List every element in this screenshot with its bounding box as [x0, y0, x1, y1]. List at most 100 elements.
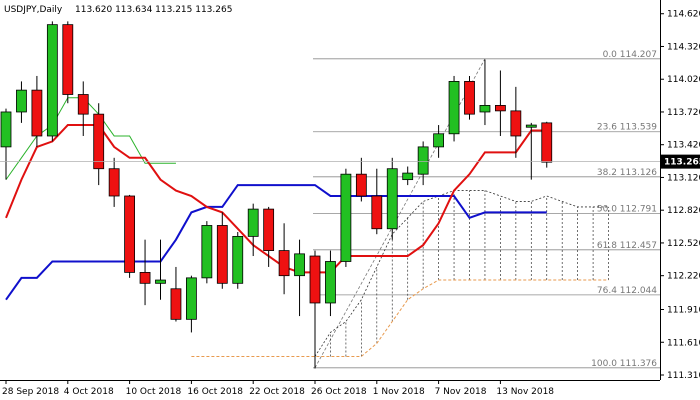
cloud-span-b [314, 190, 609, 357]
candle [325, 250, 336, 317]
candle-body-down [62, 24, 74, 95]
x-tick-label: 4 Oct 2018 [64, 387, 114, 397]
fib-level-label: 23.6 113.539 [597, 123, 657, 133]
candle [108, 157, 120, 207]
axes [0, 0, 661, 381]
candle-body-up [417, 146, 429, 175]
x-tick-label: 22 Oct 2018 [249, 387, 305, 397]
ohlc-label: 113.620 113.634 113.215 113.265 [75, 5, 232, 15]
candle [201, 221, 213, 284]
candle [340, 168, 352, 267]
fib-level-label: 100.0 111.376 [591, 359, 657, 369]
y-tick-label: 112.820 [667, 206, 700, 216]
x-tick-label: 7 Nov 2018 [435, 387, 487, 397]
x-tick-label: 13 Nov 2018 [496, 387, 554, 397]
candle-body-up [479, 105, 491, 113]
fib-level-label: 76.4 112.044 [597, 286, 657, 296]
candle-body-up [247, 208, 259, 237]
candle-body-down [278, 250, 290, 277]
candle-body-up [448, 81, 460, 135]
candle-body-down [93, 113, 105, 170]
candle [31, 75, 43, 147]
candle-body-up [402, 172, 414, 181]
candle-body-down [77, 94, 89, 115]
candle [77, 81, 89, 136]
candle-body-down [124, 195, 135, 273]
candle [494, 70, 506, 136]
blue-indicator-line [5, 184, 547, 301]
cloud-span-a [191, 279, 609, 357]
candle-body-up [232, 235, 244, 284]
current-price-label: 113.265 [664, 158, 700, 168]
candle [93, 103, 105, 186]
y-tick-label: 111.310 [667, 371, 700, 381]
y-tick-label: 111.610 [667, 338, 700, 348]
candle-body-up [325, 261, 336, 304]
fib-level-label: 50.0 112.791 [597, 204, 657, 214]
y-tick-label: 113.720 [667, 108, 700, 118]
candle-body-up [185, 277, 197, 320]
candle [185, 275, 197, 333]
fib-level-label: 61.8 112.457 [597, 241, 657, 251]
x-tick-label: 26 Oct 2018 [311, 387, 367, 397]
candle [247, 203, 259, 257]
current-price-badge [661, 154, 700, 169]
candle [46, 21, 58, 142]
candle [170, 266, 182, 322]
candle-body-down [139, 272, 151, 284]
ichimoku-cloud [191, 190, 609, 357]
candle-body-up [155, 279, 166, 284]
candle-body-down [216, 225, 228, 284]
candle-body-down [170, 288, 182, 320]
fib-level-label: 38.2 113.126 [597, 168, 657, 178]
candle-body-down [355, 173, 367, 197]
plot-area [0, 0, 660, 380]
candle-body-down [108, 168, 120, 197]
candle-body-up [0, 111, 12, 148]
candle-body-up [46, 24, 58, 137]
y-tick-label: 113.420 [667, 141, 700, 151]
y-tick-label: 114.320 [667, 42, 700, 52]
candle-body-down [541, 122, 553, 163]
fib-level-label: 0.0 114.207 [603, 50, 657, 60]
x-axis-ticks: 28 Sep 2018 4 Oct 2018 10 Oct 2018 16 Oct 2… [2, 380, 554, 397]
candle [510, 86, 522, 158]
y-tick-label: 113.120 [667, 173, 700, 183]
candle [16, 81, 27, 123]
y-tick-label: 112.220 [667, 272, 700, 282]
y-tick-label: 114.620 [667, 10, 700, 20]
fib-anchor-line [314, 58, 486, 368]
y-tick-label: 114.020 [667, 75, 700, 85]
candle [402, 166, 414, 186]
x-tick-label: 28 Sep 2018 [2, 387, 59, 397]
candle-body-up [340, 173, 352, 262]
candle [448, 75, 460, 142]
candle-body-up [16, 89, 27, 113]
candle-body-down [309, 255, 321, 304]
candle-body-down [464, 81, 475, 115]
symbol-label: USDJPY,Daily [4, 5, 63, 15]
candle [62, 21, 74, 104]
candle-body-down [494, 105, 506, 112]
candle [294, 239, 305, 317]
candle [0, 108, 12, 180]
candle-body-up [201, 225, 213, 279]
candle-body-up [294, 253, 305, 277]
candle [464, 75, 475, 120]
y-tick-label: 112.520 [667, 239, 700, 249]
green-indicator-line [5, 97, 176, 180]
candle [417, 141, 429, 186]
candle [479, 59, 491, 126]
candle [232, 232, 244, 289]
candle-body-up [433, 133, 445, 148]
candle-body-up [386, 168, 398, 230]
x-tick-label: 16 Oct 2018 [187, 387, 243, 397]
candle [355, 157, 367, 202]
candle [433, 125, 445, 158]
candle [541, 121, 553, 168]
current-price-marker: 113.265 [0, 154, 700, 169]
candle [371, 168, 383, 235]
chart-header: USDJPY,Daily 113.620 113.634 113.215 113… [4, 5, 232, 15]
candle [124, 194, 135, 278]
